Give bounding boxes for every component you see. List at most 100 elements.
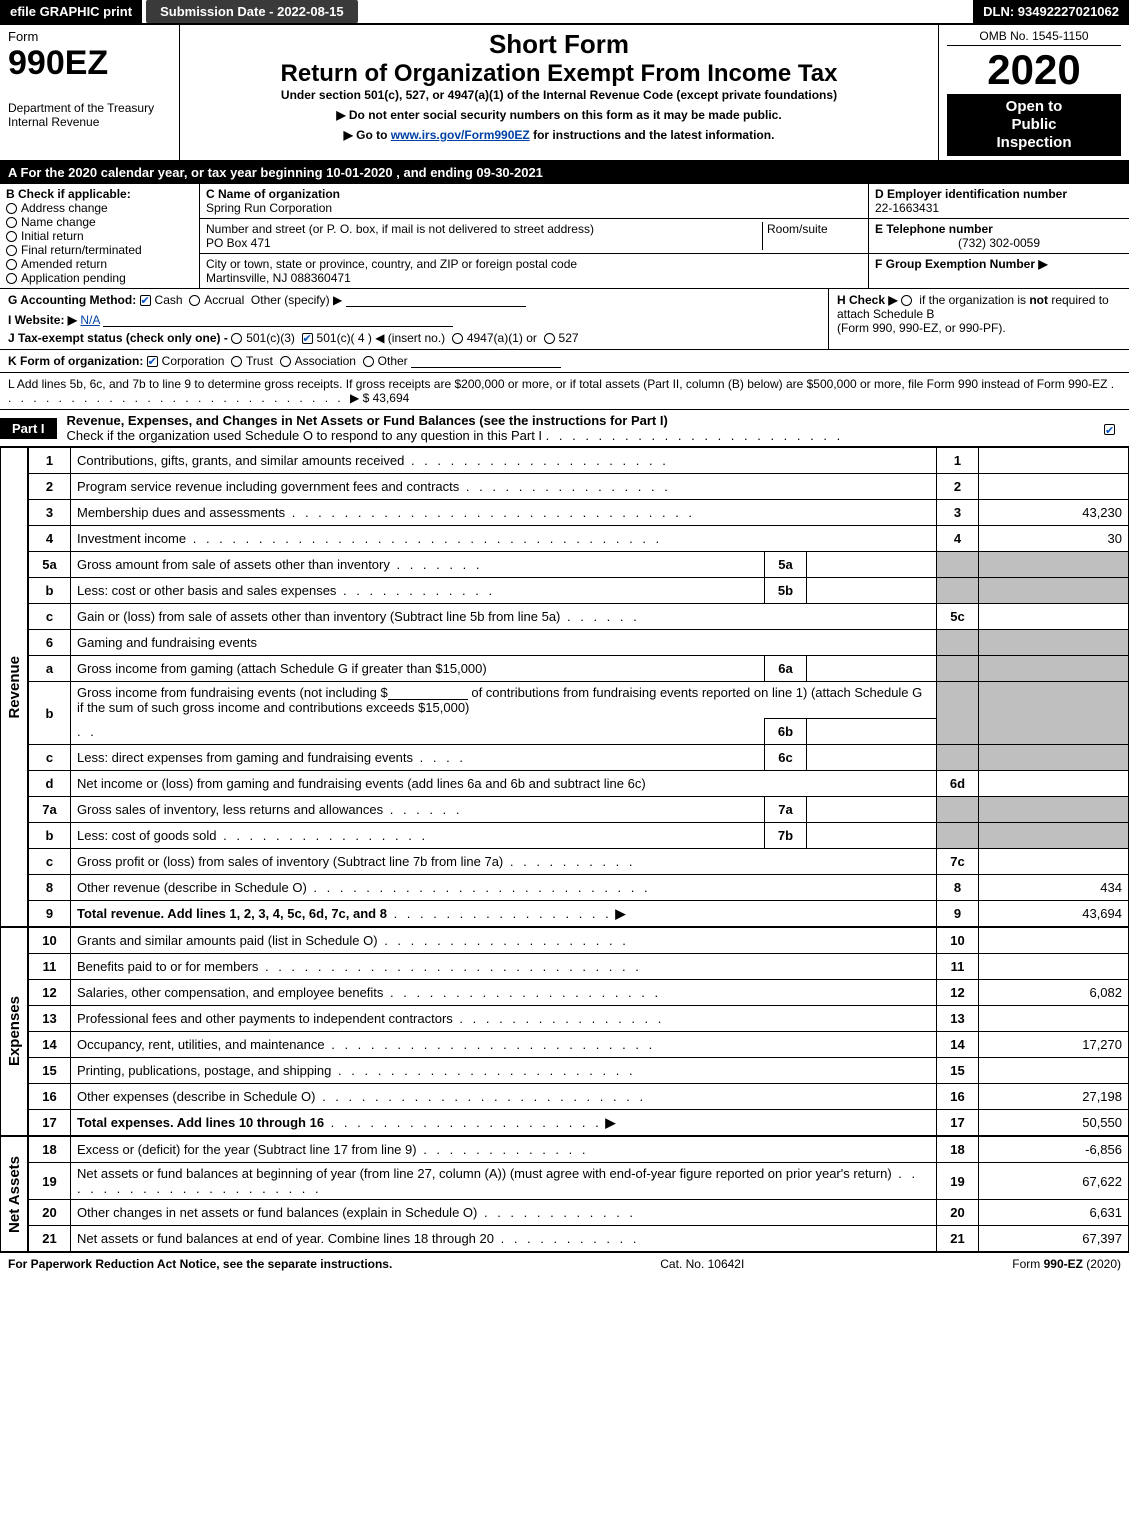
part1-tab: Part I bbox=[0, 418, 57, 439]
efile-print-label[interactable]: efile GRAPHIC print bbox=[0, 0, 142, 23]
i-website-label: I Website: ▶ bbox=[8, 313, 77, 327]
part1-sub: Check if the organization used Schedule … bbox=[67, 428, 543, 443]
tax-year: 2020 bbox=[947, 46, 1121, 94]
chk-initial-return[interactable]: Initial return bbox=[6, 229, 193, 243]
footer-left: For Paperwork Reduction Act Notice, see … bbox=[8, 1257, 392, 1271]
chk-other-org[interactable] bbox=[363, 356, 374, 367]
tax-period: A For the 2020 calendar year, or tax yea… bbox=[0, 162, 1129, 184]
chk-527[interactable] bbox=[544, 333, 555, 344]
line-7b: b Less: cost of goods sold . . . . . . .… bbox=[29, 823, 1129, 849]
top-bar: efile GRAPHIC print Submission Date - 20… bbox=[0, 0, 1129, 25]
side-expenses: Expenses bbox=[6, 996, 23, 1066]
d-ein-label: D Employer identification number bbox=[875, 187, 1123, 201]
line-8: 8 Other revenue (describe in Schedule O)… bbox=[29, 875, 1129, 901]
line-12: 12 Salaries, other compensation, and emp… bbox=[29, 980, 1129, 1006]
chk-h[interactable] bbox=[901, 295, 912, 306]
dln-label: DLN: 93492227021062 bbox=[973, 0, 1129, 23]
phone-value: (732) 302-0059 bbox=[875, 236, 1123, 250]
line-6c: c Less: direct expenses from gaming and … bbox=[29, 745, 1129, 771]
form-word: Form bbox=[8, 29, 171, 44]
chk-cash[interactable] bbox=[140, 295, 151, 306]
chk-schedule-o[interactable] bbox=[1104, 424, 1115, 435]
line-18: 18 Excess or (deficit) for the year (Sub… bbox=[29, 1137, 1129, 1163]
l-gross-receipts: L Add lines 5b, 6c, and 7b to line 9 to … bbox=[0, 373, 1129, 410]
e-phone-label: E Telephone number bbox=[875, 222, 1123, 236]
chk-501c3[interactable] bbox=[231, 333, 242, 344]
website-value[interactable]: N/A bbox=[80, 313, 99, 327]
dept-irs: Internal Revenue bbox=[8, 115, 171, 129]
line-4: 4 Investment income . . . . . . . . . . … bbox=[29, 526, 1129, 552]
line-16: 16 Other expenses (describe in Schedule … bbox=[29, 1084, 1129, 1110]
revenue-section: Revenue 1 Contributions, gifts, grants, … bbox=[0, 447, 1129, 927]
l-text: L Add lines 5b, 6c, and 7b to line 9 to … bbox=[8, 377, 1107, 391]
chk-address-change[interactable]: Address change bbox=[6, 201, 193, 215]
g-label: G Accounting Method: bbox=[8, 293, 136, 307]
goto-instructions: ▶ Go to www.irs.gov/Form990EZ for instru… bbox=[188, 128, 930, 142]
org-city: Martinsville, NJ 088360471 bbox=[206, 271, 862, 285]
addr-label: Number and street (or P. O. box, if mail… bbox=[206, 222, 762, 236]
line-7c: c Gross profit or (loss) from sales of i… bbox=[29, 849, 1129, 875]
form-number: 990EZ bbox=[8, 44, 171, 83]
line-17: 17 Total expenses. Add lines 10 through … bbox=[29, 1110, 1129, 1136]
h-label: H Check ▶ bbox=[837, 293, 898, 307]
chk-association[interactable] bbox=[280, 356, 291, 367]
line-6: 6 Gaming and fundraising events bbox=[29, 630, 1129, 656]
line-3: 3 Membership dues and assessments . . . … bbox=[29, 500, 1129, 526]
footer-center: Cat. No. 10642I bbox=[392, 1257, 1012, 1271]
short-form-title: Short Form bbox=[188, 29, 930, 60]
line-11: 11 Benefits paid to or for members . . .… bbox=[29, 954, 1129, 980]
line-10: 10 Grants and similar amounts paid (list… bbox=[29, 928, 1129, 954]
j-tax-exempt-label: J Tax-exempt status (check only one) - bbox=[8, 331, 228, 345]
side-revenue: Revenue bbox=[6, 656, 23, 719]
line-6d: d Net income or (loss) from gaming and f… bbox=[29, 771, 1129, 797]
irs-link[interactable]: www.irs.gov/Form990EZ bbox=[391, 128, 530, 142]
open-to-public: Open to Public Inspection bbox=[947, 94, 1121, 156]
org-name: Spring Run Corporation bbox=[206, 201, 862, 215]
line-9: 9 Total revenue. Add lines 1, 2, 3, 4, 5… bbox=[29, 901, 1129, 927]
line-14: 14 Occupancy, rent, utilities, and maint… bbox=[29, 1032, 1129, 1058]
k-org-form: K Form of organization: Corporation Trus… bbox=[0, 350, 1129, 373]
chk-amended-return[interactable]: Amended return bbox=[6, 257, 193, 271]
line-5c: c Gain or (loss) from sale of assets oth… bbox=[29, 604, 1129, 630]
line-7a: 7a Gross sales of inventory, less return… bbox=[29, 797, 1129, 823]
k-label: K Form of organization: bbox=[8, 354, 143, 368]
line-5b: b Less: cost or other basis and sales ex… bbox=[29, 578, 1129, 604]
dept-treasury: Department of the Treasury bbox=[8, 101, 171, 115]
chk-trust[interactable] bbox=[231, 356, 242, 367]
form-header: Form 990EZ Department of the Treasury In… bbox=[0, 25, 1129, 162]
entity-block: B Check if applicable: Address change Na… bbox=[0, 184, 1129, 289]
city-label: City or town, state or province, country… bbox=[206, 257, 862, 271]
chk-application-pending[interactable]: Application pending bbox=[6, 271, 193, 285]
chk-corporation[interactable] bbox=[147, 356, 158, 367]
line-6a: a Gross income from gaming (attach Sched… bbox=[29, 656, 1129, 682]
line-2: 2 Program service revenue including gove… bbox=[29, 474, 1129, 500]
footer: For Paperwork Reduction Act Notice, see … bbox=[0, 1252, 1129, 1275]
ssn-warning: ▶ Do not enter social security numbers o… bbox=[188, 108, 930, 122]
room-suite-label: Room/suite bbox=[762, 222, 862, 250]
org-address: PO Box 471 bbox=[206, 236, 762, 250]
line-20: 20 Other changes in net assets or fund b… bbox=[29, 1200, 1129, 1226]
chk-4947[interactable] bbox=[452, 333, 463, 344]
line-13: 13 Professional fees and other payments … bbox=[29, 1006, 1129, 1032]
check-b-label: B Check if applicable: bbox=[6, 187, 131, 201]
f-group-exemption: F Group Exemption Number ▶ bbox=[875, 257, 1123, 271]
line-21: 21 Net assets or fund balances at end of… bbox=[29, 1226, 1129, 1252]
line-5a: 5a Gross amount from sale of assets othe… bbox=[29, 552, 1129, 578]
l-amount: ▶ $ 43,694 bbox=[350, 391, 409, 405]
chk-name-change[interactable]: Name change bbox=[6, 215, 193, 229]
submission-date: Submission Date - 2022-08-15 bbox=[146, 0, 358, 23]
line-19: 19 Net assets or fund balances at beginn… bbox=[29, 1163, 1129, 1200]
chk-final-return[interactable]: Final return/terminated bbox=[6, 243, 193, 257]
footer-right: Form 990-EZ (2020) bbox=[1012, 1257, 1121, 1271]
expenses-section: Expenses 10 Grants and similar amounts p… bbox=[0, 927, 1129, 1136]
chk-accrual[interactable] bbox=[189, 295, 200, 306]
net-assets-section: Net Assets 18 Excess or (deficit) for th… bbox=[0, 1136, 1129, 1252]
side-net-assets: Net Assets bbox=[6, 1156, 23, 1233]
chk-501c4[interactable] bbox=[302, 333, 313, 344]
line-6b: b Gross income from fundraising events (… bbox=[29, 682, 1129, 719]
main-title: Return of Organization Exempt From Incom… bbox=[188, 60, 930, 88]
accounting-method-row: G Accounting Method: Cash Accrual Other … bbox=[0, 289, 1129, 350]
subtitle: Under section 501(c), 527, or 4947(a)(1)… bbox=[188, 88, 930, 102]
ein-value: 22-1663431 bbox=[875, 201, 1123, 215]
part1-title: Revenue, Expenses, and Changes in Net As… bbox=[67, 413, 668, 428]
